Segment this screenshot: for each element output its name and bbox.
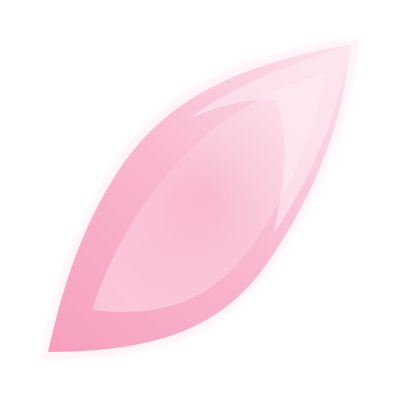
petal-inner-glow <box>92 74 325 313</box>
petal-icon <box>40 38 360 360</box>
